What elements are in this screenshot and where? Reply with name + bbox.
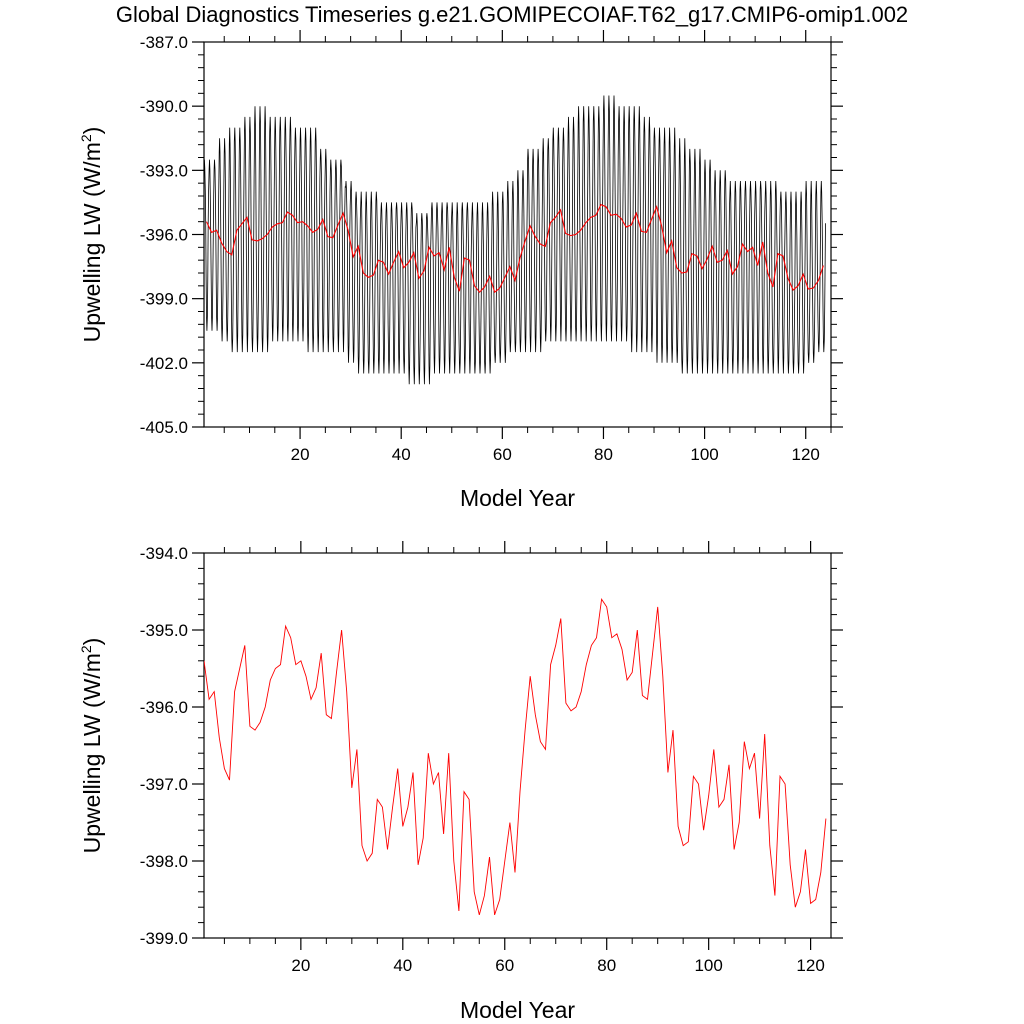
plot-frame: [203, 552, 832, 939]
chart-top-panel: 20 40 60 80 100 120 -387.0 -390.0 -393.0 -396.0 -3…: [78, 30, 843, 511]
y-tick-label: -387.0: [140, 33, 188, 52]
y-tick-label: -399.0: [140, 929, 188, 948]
y-tick-label: -402.0: [140, 354, 188, 373]
x-tick-label: 40: [393, 956, 412, 975]
y-tick-label: -405.0: [140, 418, 188, 437]
monthly-series-line: [204, 95, 826, 385]
y-tick-label: -396.0: [140, 226, 188, 245]
x-tick-label: 100: [694, 956, 722, 975]
x-tick-label: 100: [690, 445, 718, 464]
y-tick-label: -393.0: [140, 161, 188, 180]
x-tick-label: 80: [594, 445, 613, 464]
annual-series-line: [206, 203, 824, 294]
x-tick-label: 80: [597, 956, 616, 975]
y-tick-label: -397.0: [140, 775, 188, 794]
y-tick-label: -398.0: [140, 852, 188, 871]
y-tick-label: -390.0: [140, 97, 188, 116]
annual-series-line: [204, 597, 827, 916]
x-tick-label: 60: [493, 445, 512, 464]
y-tick-label: -395.0: [140, 621, 188, 640]
chart-bottom-panel: 20 40 60 80 100 120 -394.0 -395.0 -396.0 -397.0 -3…: [78, 541, 843, 1023]
x-tick-label: 120: [796, 956, 824, 975]
x-tick-label: 60: [495, 956, 514, 975]
x-tick-label: 40: [392, 445, 411, 464]
x-axis-title: Model Year: [460, 485, 575, 511]
y-tick-label: -394.0: [140, 544, 188, 563]
x-axis-title: Model Year: [460, 997, 575, 1023]
y-axis-title: Upwelling LW (W/m2): [78, 127, 105, 343]
page-title: Global Diagnostics Timeseries g.e21.GOMI…: [115, 2, 909, 27]
x-tick-label: 20: [291, 956, 310, 975]
plot-frame: [203, 41, 832, 428]
y-tick-label: -399.0: [140, 290, 188, 309]
y-axis-title: Upwelling LW (W/m2): [78, 638, 105, 854]
x-tick-label: 120: [792, 445, 820, 464]
x-tick-label: 20: [291, 445, 310, 464]
y-tick-label: -396.0: [140, 698, 188, 717]
